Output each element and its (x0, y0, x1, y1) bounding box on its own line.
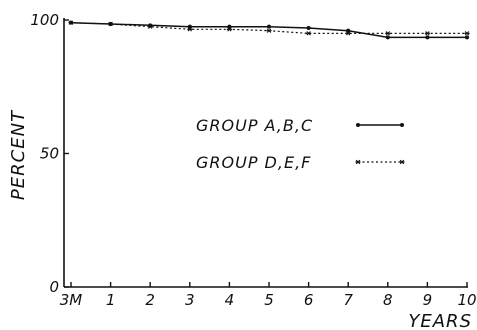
x-tick-label: 3 (185, 291, 195, 309)
legend-label-series-2: GROUP D,E,F (196, 153, 311, 172)
x-tick-label: 4 (225, 291, 235, 309)
data-point-series-2 (306, 31, 312, 36)
x-tick-label: 7 (343, 291, 353, 309)
data-point-series-1 (465, 35, 469, 40)
legend-star (399, 159, 405, 165)
data-point-series-2 (147, 24, 153, 29)
legend: GROUP A,B,C GROUP D,E,F (196, 116, 405, 172)
data-point-series-1 (306, 26, 311, 31)
x-tick-label: 6 (304, 291, 314, 309)
data-point-series-2 (464, 31, 470, 36)
x-tick-label: 5 (264, 291, 274, 309)
data-point-series-2 (187, 27, 193, 32)
y-axis-title: PERCENT (8, 109, 29, 200)
data-point-series-2 (345, 31, 351, 36)
data-point-series-1 (425, 35, 430, 40)
y-tick-label: 100 (30, 11, 59, 29)
x-tick-label: 8 (383, 291, 393, 309)
legend-label-series-1: GROUP A,B,C (196, 116, 313, 135)
x-tick-label: 10 (457, 291, 476, 309)
data-point-series-2 (266, 28, 272, 33)
data-point-series-2 (68, 20, 74, 25)
y-tick-label: 0 (49, 278, 59, 296)
legend-star (355, 159, 361, 165)
data-point-series-2 (424, 31, 430, 36)
x-tick-label: 2 (145, 291, 155, 309)
x-axis-title: YEARS (408, 311, 472, 330)
x-tick-label: 1 (106, 291, 116, 309)
legend-marker-series-2-end (399, 159, 405, 165)
data-point-series-2 (385, 31, 391, 36)
x-tick-label: 9 (423, 291, 433, 309)
legend-marker-series-2 (355, 159, 361, 165)
data-point-series-1 (385, 35, 390, 40)
data-point-series-1 (267, 24, 271, 29)
x-tick-group: 3M 1 2 3 4 5 6 7 8 9 10 (60, 282, 477, 309)
legend-marker-series-1 (356, 123, 360, 127)
legend-marker-series-1-end (400, 123, 404, 127)
y-tick-label: 50 (40, 145, 59, 163)
series-layer (68, 20, 470, 40)
x-tick-label: 3M (60, 291, 83, 309)
data-point-series-2 (226, 27, 232, 32)
data-point-series-2 (108, 21, 114, 27)
y-tick-group: 0 50 100 (30, 11, 69, 296)
